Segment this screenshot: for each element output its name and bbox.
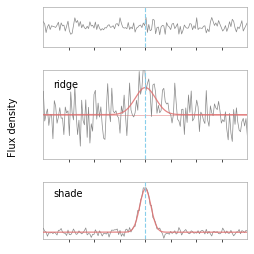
Text: ridge: ridge xyxy=(53,80,78,90)
Text: Flux density: Flux density xyxy=(8,98,18,156)
Text: shade: shade xyxy=(53,188,83,198)
